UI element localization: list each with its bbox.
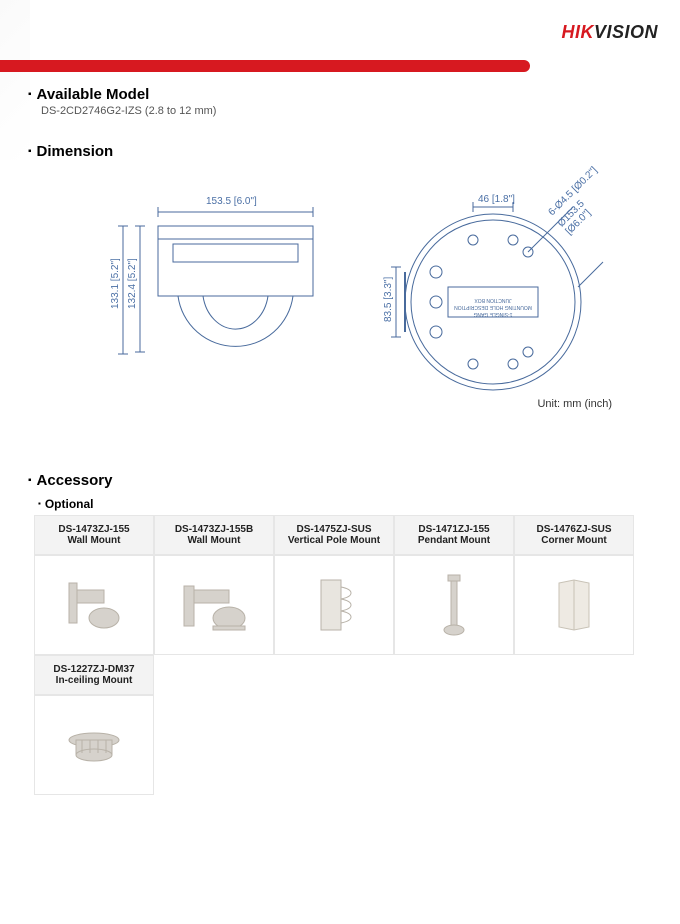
acc-head-4: DS-1476ZJ-SUSCorner Mount xyxy=(514,515,634,555)
acc-img-wall2 xyxy=(154,555,274,655)
dim-top46: 46 [1.8"] xyxy=(478,194,515,205)
page-artifact xyxy=(0,0,30,160)
mount-text-3: 1-SINGLE GANG xyxy=(473,311,512,317)
bottom-view-drawing: JUNCTION BOX MOUNTING HOLE DESCRIPTION 1… xyxy=(378,192,608,407)
dimension-heading: Dimension xyxy=(28,143,652,160)
unit-label: Unit: mm (inch) xyxy=(537,398,612,410)
brand-logo: HIKVISION xyxy=(561,22,658,43)
header-accent-bar xyxy=(0,60,530,72)
side-view-drawing: 153.5 [6.0"] 133.1 [5.2"] 132.4 [5.2"] xyxy=(118,204,318,389)
acc-head-2: DS-1475ZJ-SUSVertical Pole Mount xyxy=(274,515,394,555)
mount-text-1: JUNCTION BOX xyxy=(474,297,512,303)
acc-head-0: DS-1473ZJ-155Wall Mount xyxy=(34,515,154,555)
acc-img-wall1 xyxy=(34,555,154,655)
dimension-diagram-area: 153.5 [6.0"] 133.1 [5.2"] 132.4 [5.2"] xyxy=(78,162,652,442)
dim-side83: 83.5 [3.3"] xyxy=(383,277,394,322)
acc-head-3: DS-1471ZJ-155Pendant Mount xyxy=(394,515,514,555)
logo-vision: VISION xyxy=(594,22,658,42)
mount-text-2: MOUNTING HOLE DESCRIPTION xyxy=(454,304,532,310)
dim-height1: 133.1 [5.2"] xyxy=(110,258,121,309)
acc-img-pendant xyxy=(394,555,514,655)
acc-head-1: DS-1473ZJ-155BWall Mount xyxy=(154,515,274,555)
dim-width: 153.5 [6.0"] xyxy=(206,196,257,207)
acc-img-inceiling xyxy=(34,695,154,795)
acc-head-5: DS-1227ZJ-DM37In-ceiling Mount xyxy=(34,655,154,695)
acc-img-corner xyxy=(514,555,634,655)
page-content: Available Model DS-2CD2746G2-IZS (2.8 to… xyxy=(28,86,652,795)
accessory-grid-row2: DS-1227ZJ-DM37In-ceiling Mount xyxy=(34,655,652,795)
model-number: DS-2CD2746G2-IZS (2.8 to 12 mm) xyxy=(41,105,652,117)
optional-label: Optional xyxy=(38,497,652,511)
accessory-heading: Accessory xyxy=(28,472,652,489)
logo-hik: HIK xyxy=(561,22,594,42)
accessory-grid-row1: DS-1473ZJ-155Wall Mount DS-1473ZJ-155BWa… xyxy=(34,515,652,655)
dim-height2: 132.4 [5.2"] xyxy=(127,258,138,309)
acc-img-pole xyxy=(274,555,394,655)
accessory-section: Accessory Optional DS-1473ZJ-155Wall Mou… xyxy=(28,472,652,795)
available-model-heading: Available Model xyxy=(28,86,652,103)
